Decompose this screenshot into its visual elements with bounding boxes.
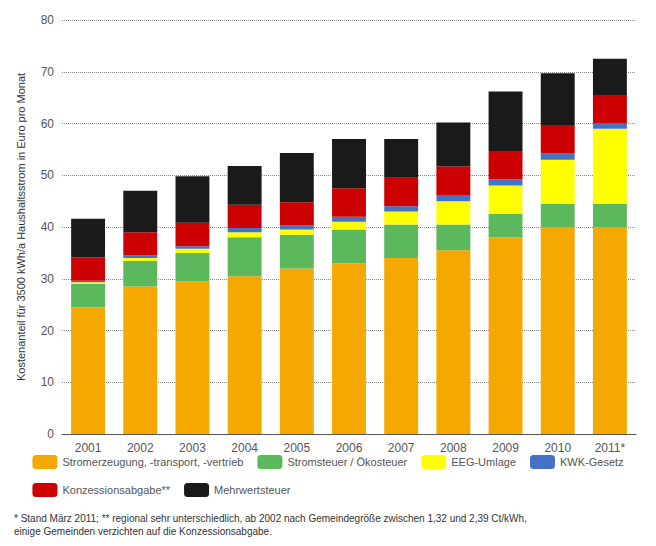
svg-text:einige Gemeinden verzichten au: einige Gemeinden verzichten auf die Konz… <box>14 526 272 537</box>
svg-text:2006: 2006 <box>336 441 363 455</box>
svg-text:2007: 2007 <box>388 441 415 455</box>
svg-text:20: 20 <box>41 324 55 338</box>
svg-text:80: 80 <box>41 13 55 27</box>
svg-text:2008: 2008 <box>440 441 467 455</box>
svg-text:2002: 2002 <box>127 441 154 455</box>
svg-text:30: 30 <box>41 272 55 286</box>
svg-text:50: 50 <box>41 168 55 182</box>
svg-text:2009: 2009 <box>492 441 519 455</box>
svg-text:Stromerzeugung, -transport, -v: Stromerzeugung, -transport, -vertrieb <box>62 456 243 468</box>
svg-text:2003: 2003 <box>179 441 206 455</box>
svg-text:70: 70 <box>41 65 55 79</box>
svg-text:Mehrwertsteuer: Mehrwertsteuer <box>214 484 291 496</box>
svg-text:KWK-Gesetz: KWK-Gesetz <box>560 456 624 468</box>
svg-text:EEG-Umlage: EEG-Umlage <box>451 456 516 468</box>
svg-text:2004: 2004 <box>231 441 258 455</box>
svg-text:Kostenanteil für 3500 kWh/a Ha: Kostenanteil für 3500 kWh/a Haushaltsstr… <box>15 73 27 381</box>
svg-text:40: 40 <box>41 220 55 234</box>
svg-text:* Stand März 2011; ** regional: * Stand März 2011; ** regional sehr unte… <box>14 513 527 524</box>
svg-text:Konzessionsabgabe**: Konzessionsabgabe** <box>62 484 170 496</box>
svg-text:2005: 2005 <box>283 441 310 455</box>
svg-text:2001: 2001 <box>75 441 102 455</box>
svg-text:Stromsteuer / Ökosteuer: Stromsteuer / Ökosteuer <box>287 456 407 468</box>
svg-text:2010: 2010 <box>544 441 571 455</box>
svg-text:2011*: 2011* <box>595 441 626 455</box>
svg-text:0: 0 <box>47 427 54 441</box>
svg-text:60: 60 <box>41 117 55 131</box>
svg-text:10: 10 <box>41 375 55 389</box>
